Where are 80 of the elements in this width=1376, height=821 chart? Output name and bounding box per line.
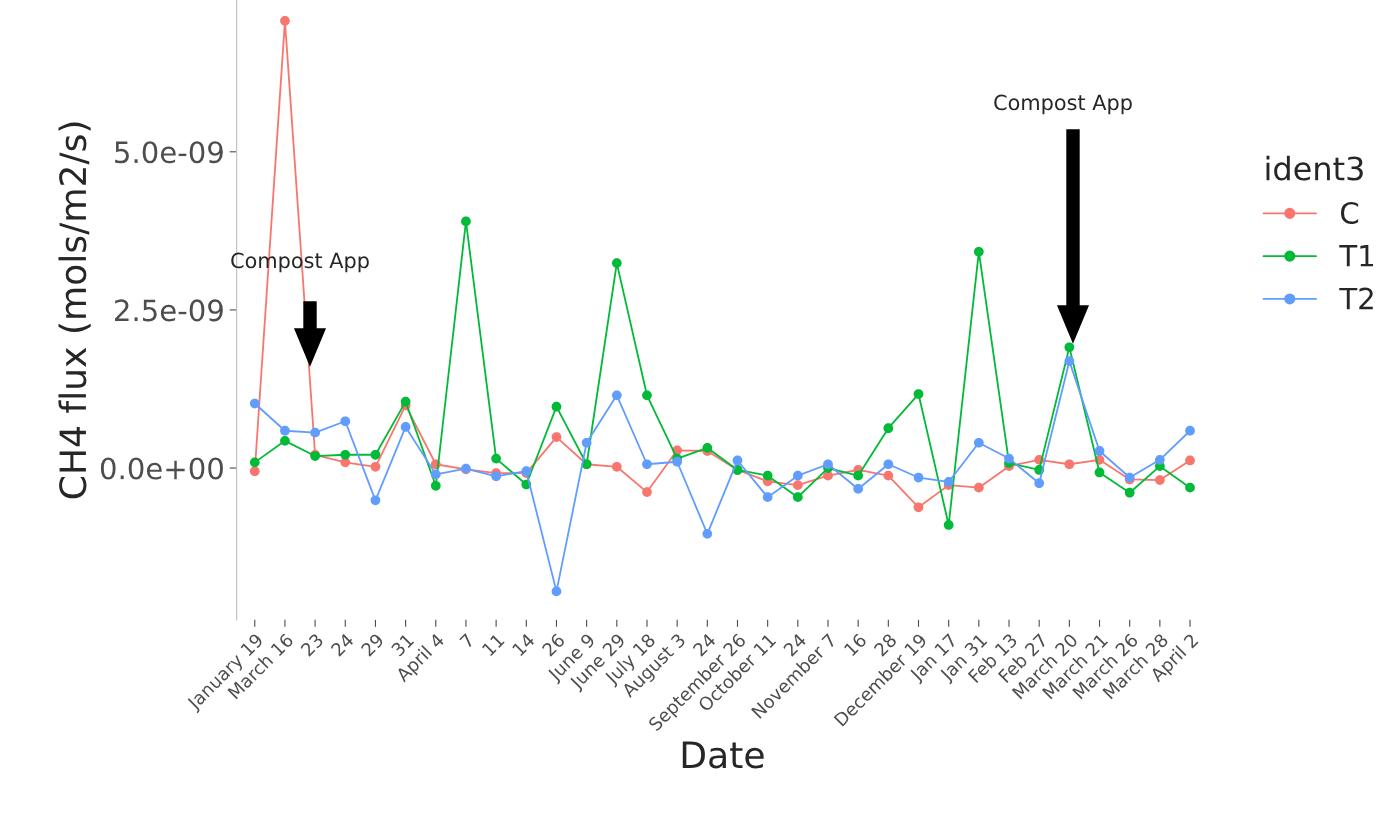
point xyxy=(400,396,411,407)
point xyxy=(1155,454,1165,465)
point xyxy=(551,401,562,412)
point xyxy=(491,471,501,482)
point xyxy=(762,470,773,481)
x-tick-label: 24 xyxy=(330,632,355,657)
point xyxy=(461,216,471,227)
point xyxy=(883,423,894,434)
point xyxy=(370,449,381,460)
x-tick-label: 7 xyxy=(459,633,475,649)
point xyxy=(491,453,501,464)
point xyxy=(973,246,984,257)
point xyxy=(853,484,864,494)
point xyxy=(913,472,924,483)
point xyxy=(762,492,773,503)
point xyxy=(551,432,562,442)
point xyxy=(732,455,743,466)
point xyxy=(1094,446,1105,456)
point xyxy=(1034,478,1045,489)
point xyxy=(1124,487,1135,498)
point xyxy=(310,427,320,438)
point xyxy=(973,482,984,493)
x-axis-title: Date xyxy=(682,741,764,769)
point xyxy=(883,470,894,481)
legend-label: T1 xyxy=(1339,245,1374,267)
point xyxy=(280,435,290,446)
point xyxy=(973,437,984,448)
point xyxy=(642,487,652,497)
point xyxy=(611,461,622,472)
y-tick-label: 0.0e+00 xyxy=(100,457,223,480)
point xyxy=(1004,453,1014,464)
point xyxy=(1064,459,1075,470)
point xyxy=(370,461,381,472)
y-axis-title: CH4 flux (mols/m2/s) xyxy=(58,122,91,499)
point xyxy=(853,470,864,481)
point xyxy=(702,442,713,453)
point xyxy=(430,469,441,480)
point xyxy=(611,390,622,401)
point xyxy=(792,480,803,490)
point xyxy=(280,16,290,26)
legend-title: ident3 xyxy=(1266,155,1363,181)
point xyxy=(1185,482,1195,493)
point xyxy=(340,449,351,460)
point xyxy=(943,520,954,530)
x-tick-label: 16 xyxy=(843,632,868,657)
y-tick-label: 2.5e-09 xyxy=(115,299,223,322)
point xyxy=(913,502,924,513)
point xyxy=(642,459,652,470)
point xyxy=(913,389,924,399)
point xyxy=(883,459,894,470)
point xyxy=(280,425,290,436)
x-tick-label: 11 xyxy=(481,633,505,657)
point xyxy=(340,416,351,427)
point xyxy=(1155,475,1165,485)
point xyxy=(792,470,803,481)
legend-label: T2 xyxy=(1339,287,1373,310)
point xyxy=(1185,455,1195,466)
point xyxy=(581,437,592,448)
point xyxy=(400,422,411,432)
x-tick-label: 23 xyxy=(300,632,324,657)
point xyxy=(551,586,562,597)
point xyxy=(702,528,713,539)
point xyxy=(642,390,652,401)
point xyxy=(1064,342,1075,353)
annotation: Compost App xyxy=(994,94,1132,115)
point xyxy=(823,459,833,470)
point xyxy=(370,495,381,506)
y-tick-label: 5.0e-09 xyxy=(115,141,223,164)
point xyxy=(430,480,441,491)
point xyxy=(249,457,260,468)
point xyxy=(792,492,803,503)
point xyxy=(1185,425,1195,436)
point xyxy=(249,466,260,477)
point xyxy=(249,398,260,409)
x-tick-label: 14 xyxy=(511,632,536,657)
point xyxy=(611,258,622,268)
legend-label: C xyxy=(1340,201,1359,224)
x-tick-label: 29 xyxy=(360,632,385,657)
point xyxy=(1064,356,1075,367)
point xyxy=(1094,467,1105,478)
